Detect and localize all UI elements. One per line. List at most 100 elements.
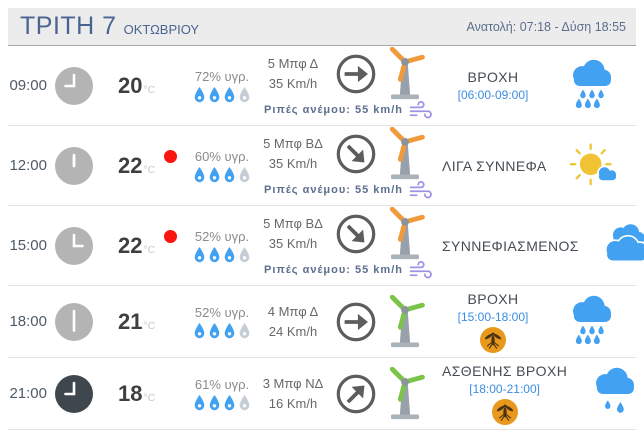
wind-turbine-icon <box>389 126 425 179</box>
day-label: ΤΡΙΤΗ 7 <box>20 12 117 40</box>
clock-icon <box>55 66 93 105</box>
forecast-row: 21:00 18 °C 61% υγρ. 3 Μπφ ΝΔ 16 Km/h <box>8 358 636 430</box>
humidity-value: 61% υγρ. <box>194 376 250 392</box>
condition-cell: ΑΣΘΕΝΗΣ ΒΡΟΧΗ [18:00-21:00] <box>438 358 571 429</box>
max-temp-dot-icon <box>164 230 178 243</box>
wind-direction-icon <box>336 374 376 413</box>
humidity-value: 52% υγρ. <box>194 304 250 320</box>
clock-icon <box>55 302 93 341</box>
condition-label: ΒΡΟΧΗ <box>467 69 519 85</box>
time-label: 09:00 <box>9 77 47 94</box>
humidity-value: 60% υγρ. <box>194 148 250 164</box>
clock-icon <box>55 146 93 185</box>
humidity-cell: 52% υγρ. <box>184 286 260 357</box>
humidity-drops-icon <box>193 394 251 411</box>
temperature-cell: 21 °C <box>94 286 184 357</box>
temperature-unit: °C <box>143 164 156 176</box>
wind-speed: 24 Km/h <box>268 323 318 339</box>
wind-beaufort: 3 Μπφ ΝΔ <box>262 376 324 391</box>
wind-summary: 4 Μπφ Δ 24 Km/h <box>260 294 438 349</box>
time-cell: 15:00 <box>8 206 94 285</box>
temperature-unit: °C <box>143 84 156 96</box>
condition-label: ΣΥΝΝΕΦΙΑΣΜΕΝΟΣ <box>442 237 579 254</box>
wind-gust: Ριπές ανέμου: 55 km/h <box>260 261 438 285</box>
temperature-value: 18 <box>118 380 143 406</box>
wind-direction-icon <box>336 54 376 93</box>
time-label: 18:00 <box>9 313 47 330</box>
wind-speed: 16 Km/h <box>268 395 318 411</box>
wind-speed: 35 Km/h <box>268 155 318 171</box>
condition-label: ΛΙΓΑ ΣΥΝΝΕΦΑ <box>442 157 547 174</box>
wind-gust-label: Ριπές ανέμου: 55 km/h <box>264 264 403 276</box>
wind-gust: Ριπές ανέμου: 55 km/h <box>260 101 438 125</box>
condition-cell: ΒΡΟΧΗ [15:00-18:00] <box>438 286 548 357</box>
wind-direction-icon <box>336 214 376 253</box>
mosquito-icon <box>491 398 518 425</box>
wind-beaufort: 5 Μπφ ΒΔ <box>263 136 323 151</box>
day-title: ΤΡΙΤΗ 7 ΟΚΤΩΒΡΙΟΥ <box>20 12 199 41</box>
time-label: 21:00 <box>9 385 47 402</box>
clock-icon <box>55 374 93 413</box>
humidity-value: 72% υγρ. <box>194 68 250 84</box>
wind-text: 3 Μπφ ΝΔ 16 Km/h <box>260 374 326 413</box>
condition-period: [06:00-09:00] <box>457 88 529 102</box>
temperature-value: 22 <box>118 232 143 258</box>
humidity-drops-icon <box>193 246 251 263</box>
wind-text: 4 Μπφ Δ 24 Km/h <box>260 302 326 341</box>
sun-times: Ανατολή: 07:18 - Δύση 18:55 <box>466 19 626 34</box>
forecast-row: 12:00 22 °C 60% υγρ. 5 Μπφ ΒΔ 35 Km/h <box>8 126 636 206</box>
max-temp-dot-icon <box>164 150 178 163</box>
wind-turbine-icon <box>389 46 425 99</box>
wind-gust-icon <box>409 181 432 199</box>
wind-summary: 5 Μπφ ΒΔ 35 Km/h <box>260 126 438 181</box>
wind-text: 5 Μπφ Δ 35 Km/h <box>260 54 326 93</box>
humidity-cell: 61% υγρ. <box>184 358 260 429</box>
wind-speed: 35 Km/h <box>268 235 318 251</box>
wind-turbine-icon <box>389 294 425 347</box>
wind-gust-icon <box>409 261 432 279</box>
wind-beaufort: 5 Μπφ Δ <box>267 56 319 71</box>
humidity-cell: 52% υγρ. <box>184 206 260 285</box>
wind-cell: 5 Μπφ Δ 35 Km/h <box>260 46 438 125</box>
humidity-drops-icon <box>193 322 251 339</box>
condition-cell: ΣΥΝΝΕΦΙΑΣΜΕΝΟΣ <box>438 206 583 285</box>
humidity-drops-icon <box>193 86 251 103</box>
weather-icon <box>548 46 636 125</box>
temperature-cell: 22 °C <box>94 126 184 205</box>
forecast-rows: 09:00 20 °C 72% υγρ. 5 Μπφ Δ 35 Km/h <box>8 46 644 430</box>
time-cell: 12:00 <box>8 126 94 205</box>
time-cell: 21:00 <box>8 358 94 429</box>
weather-icon <box>548 286 636 357</box>
humidity-cell: 72% υγρ. <box>184 46 260 125</box>
temperature-value: 22 <box>118 152 143 178</box>
wind-text: 5 Μπφ ΒΔ 35 Km/h <box>260 134 326 173</box>
wind-summary: 5 Μπφ Δ 35 Km/h <box>260 46 438 101</box>
condition-period: [15:00-18:00] <box>457 309 529 324</box>
weather-icon <box>551 126 639 205</box>
condition-label: ΒΡΟΧΗ <box>467 290 519 307</box>
wind-turbine-icon <box>389 366 425 419</box>
temperature-value: 21 <box>118 308 143 334</box>
temperature-unit: °C <box>143 244 156 256</box>
temperature-value: 20 <box>118 72 143 98</box>
condition-cell: ΒΡΟΧΗ [06:00-09:00] <box>438 46 548 125</box>
temperature-cell: 18 °C <box>94 358 184 429</box>
wind-direction-icon <box>336 302 376 341</box>
weather-icon <box>571 358 644 429</box>
wind-direction-icon <box>336 134 376 173</box>
condition-period: [18:00-21:00] <box>469 381 540 396</box>
humidity-value: 52% υγρ. <box>194 228 250 244</box>
wind-beaufort: 4 Μπφ Δ <box>267 304 319 319</box>
wind-speed: 35 Km/h <box>268 75 318 91</box>
wind-cell: 5 Μπφ ΒΔ 35 Km/h <box>260 206 438 285</box>
wind-gust-icon <box>409 101 432 119</box>
temperature-cell: 20 °C <box>94 46 184 125</box>
time-label: 12:00 <box>9 157 47 174</box>
temperature-unit: °C <box>143 320 156 332</box>
temperature-cell: 22 °C <box>94 206 184 285</box>
time-cell: 09:00 <box>8 46 94 125</box>
wind-summary: 5 Μπφ ΒΔ 35 Km/h <box>260 206 438 261</box>
forecast-row: 18:00 21 °C 52% υγρ. 4 Μπφ Δ 24 Km/h <box>8 286 636 358</box>
time-label: 15:00 <box>9 237 47 254</box>
